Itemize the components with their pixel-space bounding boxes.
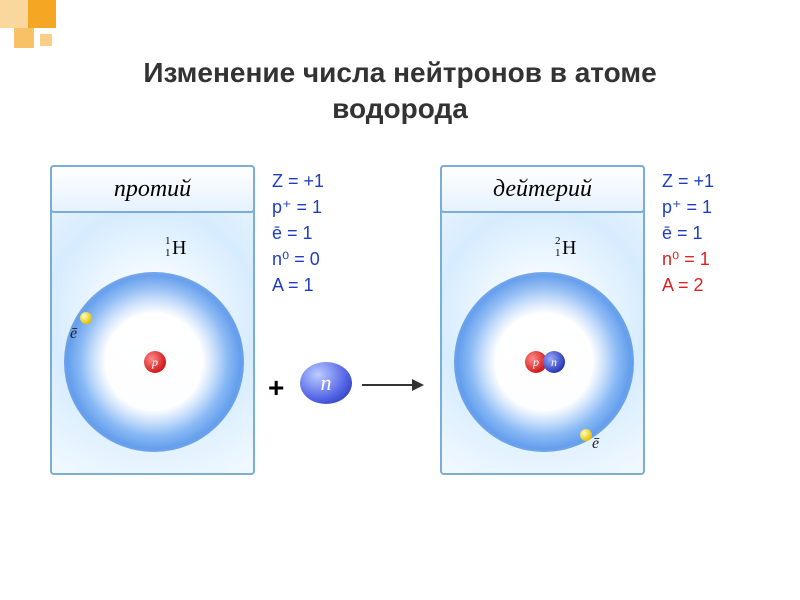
deuterium-label: дейтерий (440, 165, 645, 213)
prop-p: p⁺ = 1 (272, 194, 324, 220)
prop-e: ē = 1 (272, 220, 324, 246)
proton-label: p (152, 355, 158, 370)
deuterium-panel: дейтерий 2 1 H p n ē (440, 165, 645, 475)
deuterium-properties: Z = +1 p⁺ = 1 ē = 1 n⁰ = 1 A = 2 (662, 168, 714, 298)
proton-icon: p (144, 351, 166, 373)
deuterium-electron-label: ē (592, 435, 599, 453)
protium-mass: 1 (165, 235, 171, 247)
title-line2: водорода (332, 93, 468, 124)
deuterium-mass: 2 (555, 235, 561, 247)
corner-decoration (0, 0, 90, 60)
protium-panel: протий 1 1 H p ē (50, 165, 255, 475)
protium-z: 1 (165, 247, 171, 259)
free-neutron-label: n (321, 370, 332, 396)
prop-p: p⁺ = 1 (662, 194, 714, 220)
free-neutron-icon: n (300, 362, 352, 404)
protium-properties: Z = +1 p⁺ = 1 ē = 1 n⁰ = 0 A = 1 (272, 168, 324, 298)
deuterium-symbol: H (562, 237, 576, 259)
page-title: Изменение числа нейтронов в атоме водоро… (0, 55, 800, 128)
prop-e: ē = 1 (662, 220, 714, 246)
prop-a: A = 2 (662, 272, 714, 298)
protium-label: протий (50, 165, 255, 213)
neutron-icon: n (543, 351, 565, 373)
protium-electron-label: ē (70, 325, 77, 343)
arrow-icon (362, 384, 422, 386)
prop-n: n⁰ = 1 (662, 246, 714, 272)
electron-icon (80, 312, 92, 324)
prop-z: Z = +1 (662, 168, 714, 194)
prop-a: A = 1 (272, 272, 324, 298)
prop-z: Z = +1 (272, 168, 324, 194)
deuterium-nuclide: 2 1 H (562, 237, 576, 260)
deuterium-z: 1 (555, 247, 561, 259)
title-line1: Изменение числа нейтронов в атоме (143, 57, 656, 88)
neutron-label: n (551, 355, 557, 370)
electron-icon (580, 429, 592, 441)
prop-n: n⁰ = 0 (272, 246, 324, 272)
proton-label: p (533, 355, 539, 370)
protium-symbol: H (172, 237, 186, 259)
protium-nuclide: 1 1 H (172, 237, 186, 260)
plus-symbol: + (268, 372, 284, 404)
